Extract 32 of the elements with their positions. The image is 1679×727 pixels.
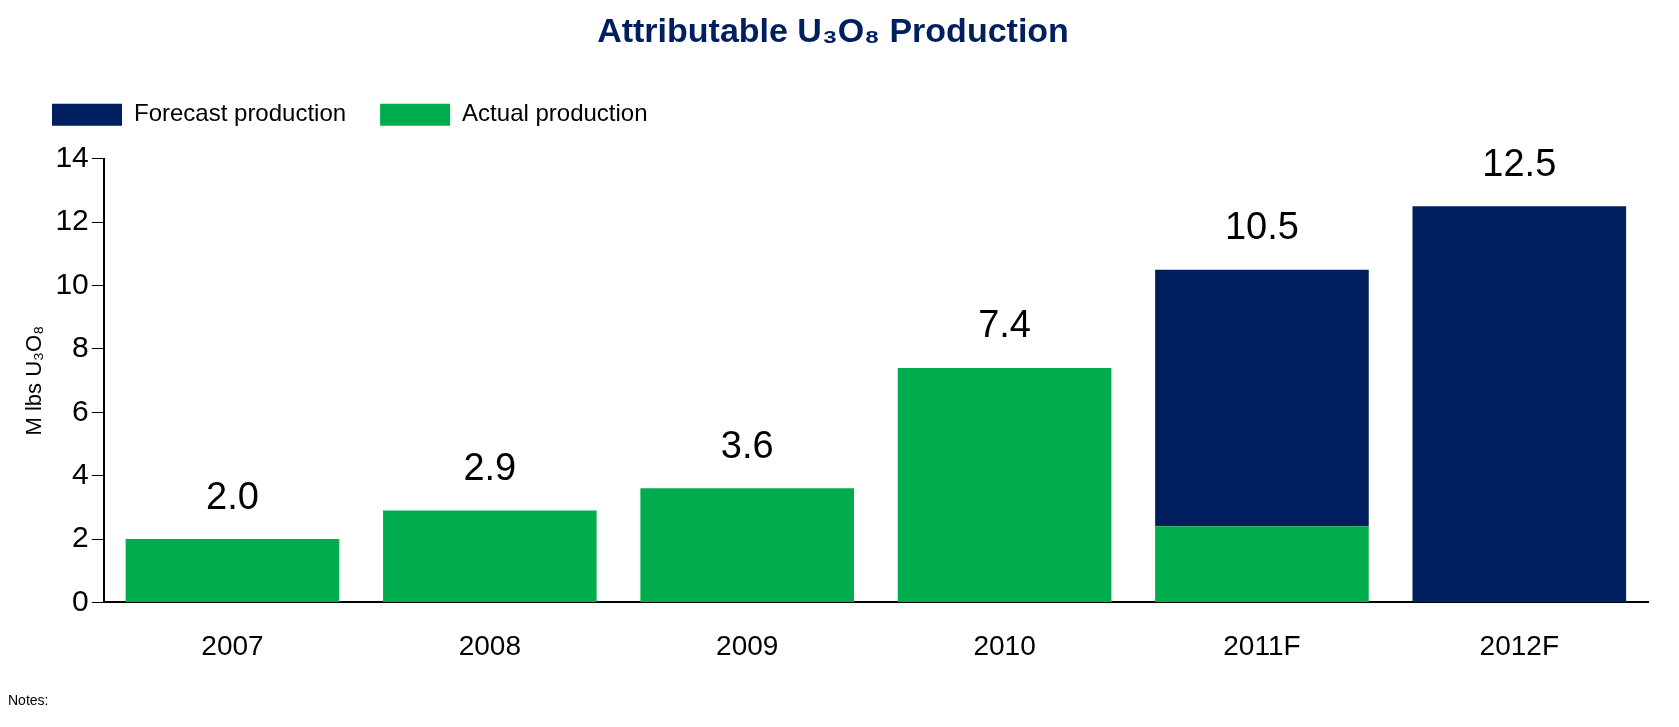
y-tick-label: 8 bbox=[72, 330, 89, 364]
y-tick-label: 12 bbox=[55, 203, 89, 237]
x-tick-label: 2008 bbox=[458, 629, 521, 661]
y-tick-label: 4 bbox=[72, 456, 89, 490]
legend-label: Forecast production bbox=[134, 99, 347, 127]
y-tick-label: 14 bbox=[55, 140, 89, 174]
x-tick-label: 2010 bbox=[973, 629, 1036, 661]
total-label: 2.0 bbox=[206, 474, 259, 517]
bar bbox=[125, 539, 340, 602]
y-axis-title: M lbs U₃O₈ bbox=[21, 325, 47, 436]
y-tick-label: 2 bbox=[72, 520, 89, 554]
y-tick-label: 6 bbox=[72, 393, 89, 427]
x-tick-label: 2009 bbox=[716, 629, 779, 661]
bar bbox=[1155, 269, 1369, 527]
bar bbox=[1155, 526, 1369, 602]
bar bbox=[897, 367, 1112, 602]
bar bbox=[640, 488, 855, 602]
x-tick-label: 2011F bbox=[1223, 629, 1301, 661]
legend-label: Actual production bbox=[462, 99, 648, 127]
total-label: 2.9 bbox=[463, 446, 517, 488]
y-tick-label: 0 bbox=[72, 583, 89, 617]
total-label: 12.5 bbox=[1482, 141, 1557, 184]
total-label: 10.5 bbox=[1224, 205, 1299, 248]
x-tick-label: 2012F bbox=[1479, 629, 1560, 661]
x-tick-label: 2007 bbox=[201, 629, 264, 661]
bar bbox=[383, 510, 597, 602]
total-label: 7.4 bbox=[978, 303, 1031, 346]
text: Notes: bbox=[8, 692, 49, 708]
y-tick-label: 10 bbox=[55, 266, 89, 300]
total-label: 3.6 bbox=[720, 423, 774, 466]
chart-title: Attributable U₃O₈ Production bbox=[597, 10, 1069, 49]
bar bbox=[1412, 206, 1627, 602]
